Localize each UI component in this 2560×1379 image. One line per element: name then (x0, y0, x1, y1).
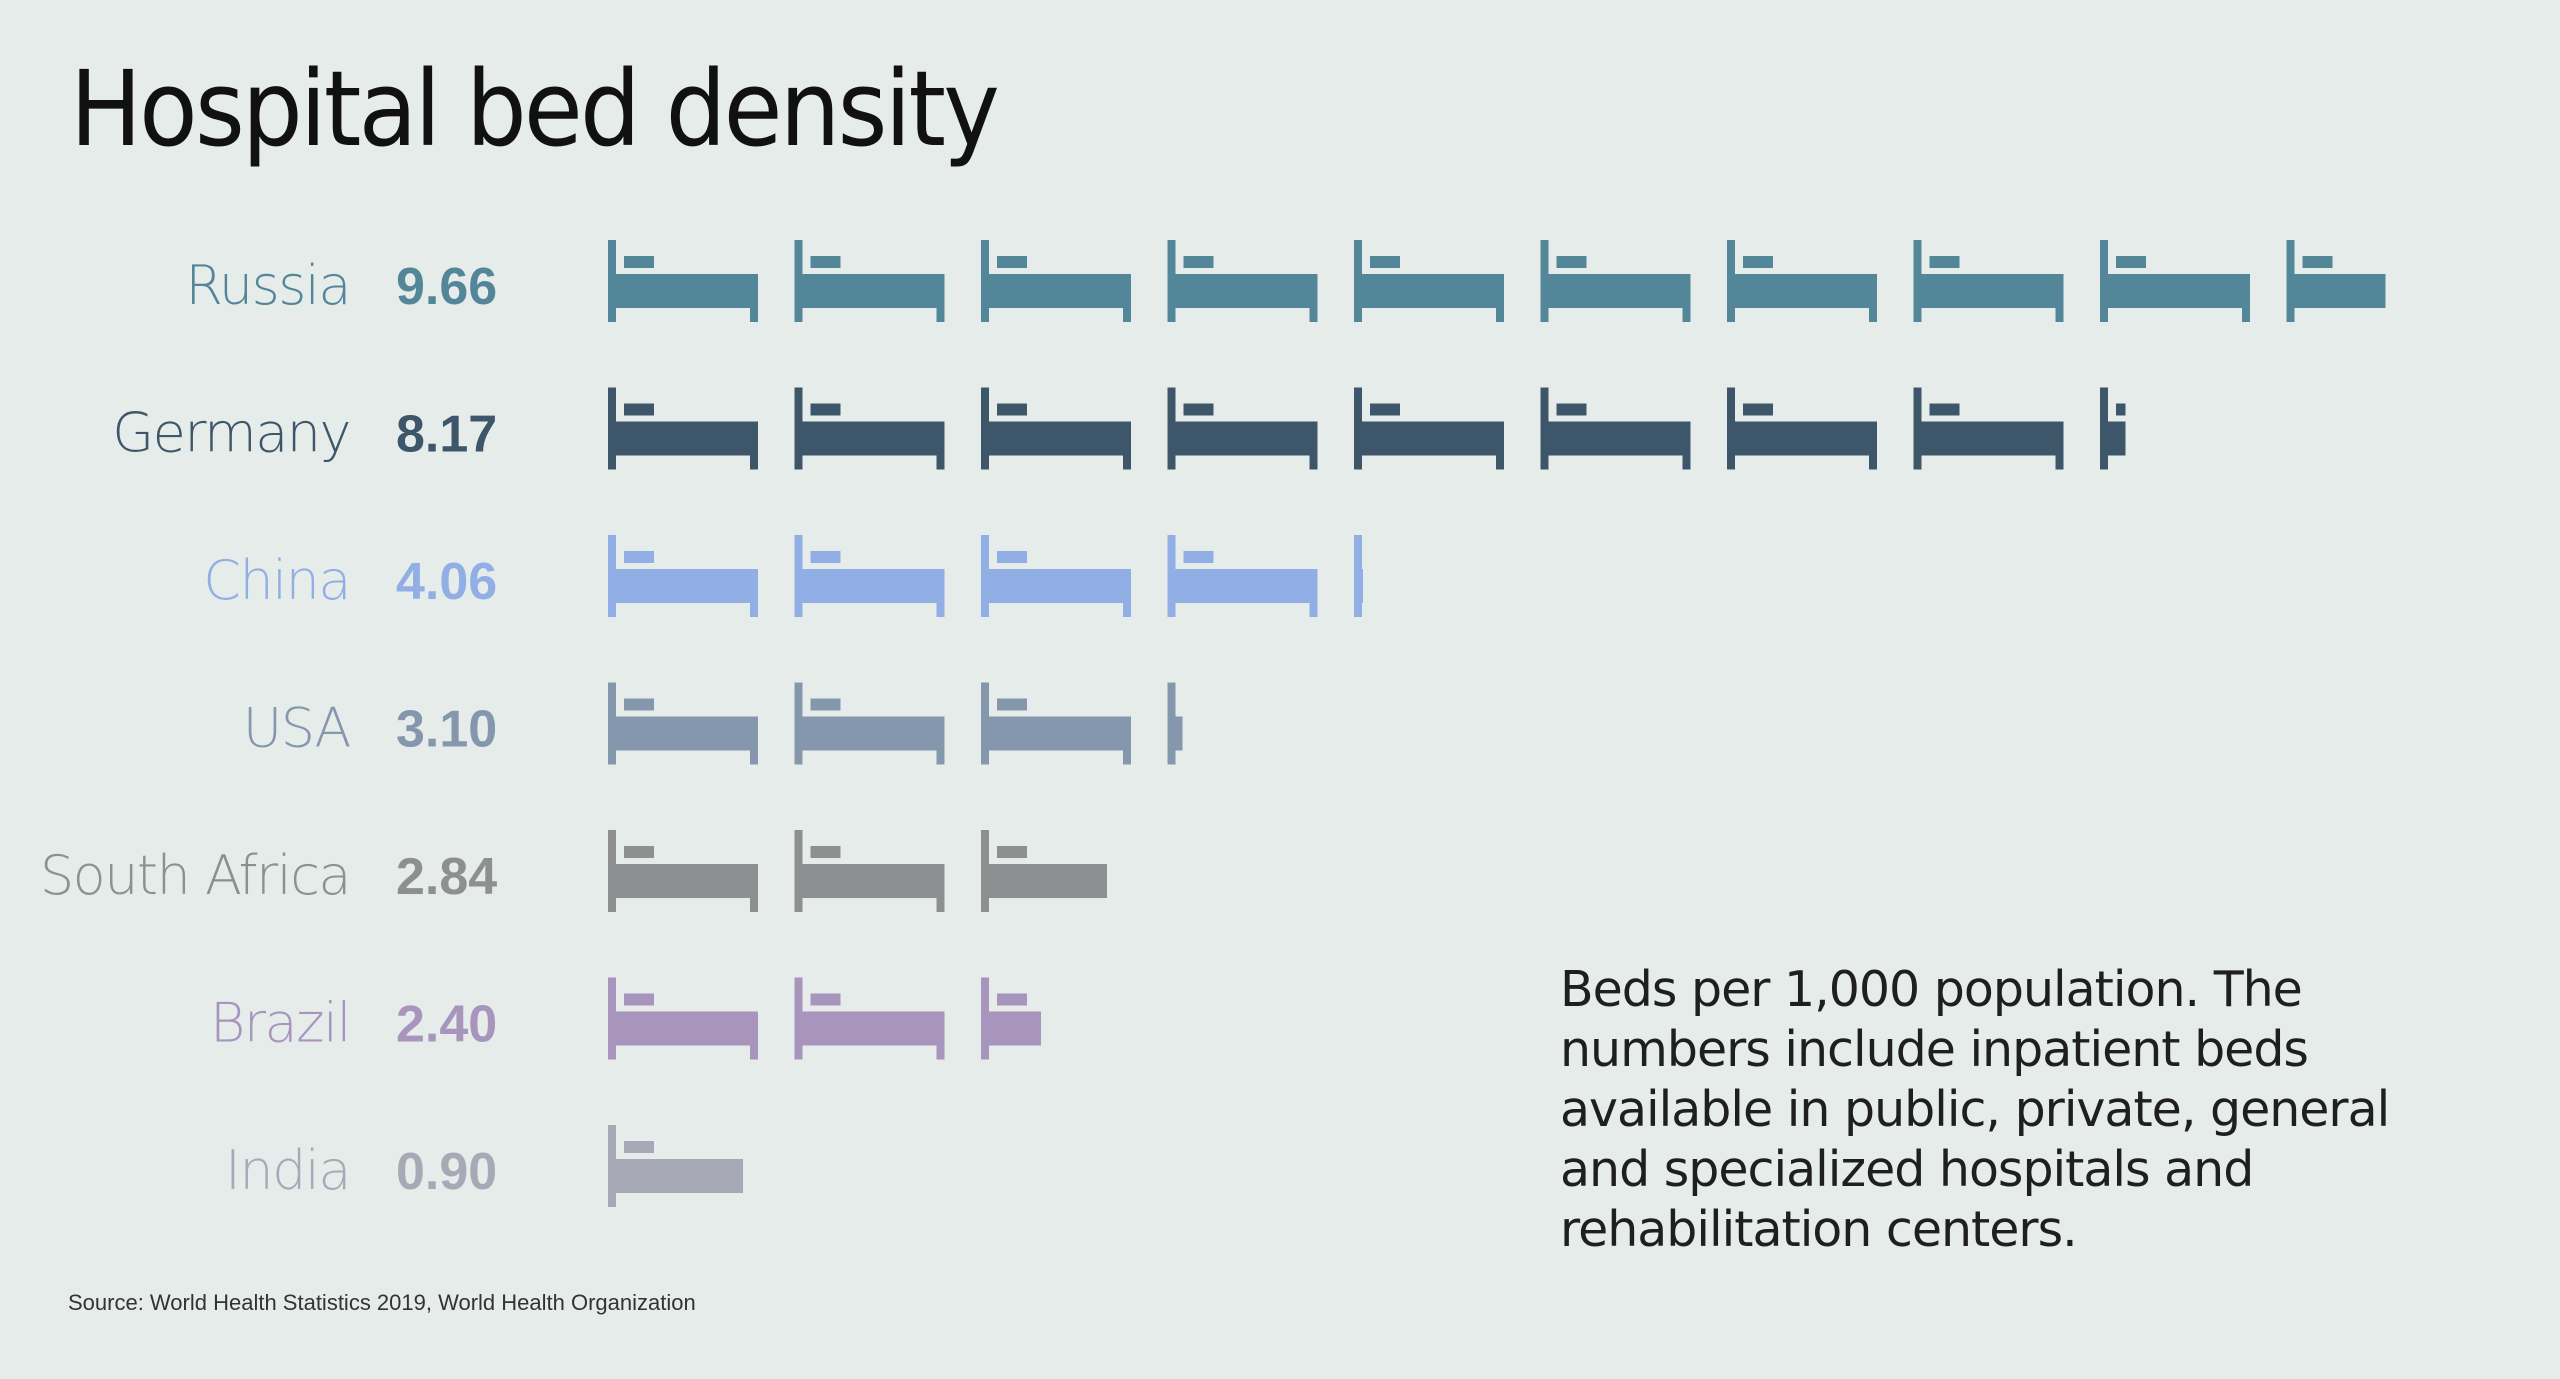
bed-icon (981, 240, 1131, 322)
value-label: 4.06 (396, 553, 497, 611)
value-label: 9.66 (396, 258, 497, 316)
chart-row-south-africa: South Africa 2.84 (40, 830, 1107, 912)
bed-icon (1167, 535, 1318, 617)
category-label: India (225, 1139, 350, 1202)
bed-icon (1913, 240, 2064, 322)
category-label: Brazil (210, 992, 350, 1055)
bed-icon (794, 387, 945, 470)
bed-icon (794, 830, 945, 912)
bed-icon (1354, 387, 1504, 470)
bed-icon-partial (2286, 240, 2386, 322)
bed-icon (794, 977, 945, 1060)
bed-icon (1540, 240, 1691, 322)
source-credit: Source: World Health Statistics 2019, Wo… (68, 1290, 696, 1315)
chart-row-india: India 0.90 (225, 1125, 743, 1207)
bed-icon (1727, 240, 1877, 322)
bed-icon (1540, 387, 1691, 470)
chart-row-usa: USA 3.10 (243, 682, 1183, 765)
bed-icon (981, 682, 1131, 765)
chart-title: Hospital bed density (70, 48, 1000, 170)
value-label: 2.84 (396, 848, 497, 906)
chart-row-china: China 4.06 (203, 535, 1363, 617)
bed-icon (608, 977, 758, 1060)
bed-icon (1727, 387, 1877, 470)
category-label: China (203, 549, 350, 612)
value-label: 8.17 (396, 406, 497, 464)
chart-row-russia: Russia 9.66 (185, 240, 2386, 322)
bed-icon (2100, 240, 2250, 322)
chart-row-germany: Germany 8.17 (112, 387, 2126, 470)
chart-row-brazil: Brazil 2.40 (210, 977, 1041, 1060)
bed-icon (1913, 387, 2064, 470)
category-label: USA (243, 697, 351, 760)
bed-icon (1167, 240, 1318, 322)
category-label: South Africa (40, 844, 350, 907)
bed-icon (608, 830, 758, 912)
value-label: 3.10 (396, 701, 497, 759)
bed-icon (608, 240, 758, 322)
bed-icon-partial (608, 1125, 743, 1207)
chart-note: Beds per 1,000 population. The numbers i… (1560, 961, 2390, 1258)
bed-icon (794, 535, 945, 617)
value-label: 2.40 (396, 996, 497, 1054)
bed-icon-partial (1354, 535, 1363, 617)
bed-icon (1354, 240, 1504, 322)
bed-icon (608, 387, 758, 470)
category-label: Russia (185, 254, 350, 317)
bed-icon-partial (981, 830, 1107, 912)
bed-icon-partial (981, 977, 1041, 1060)
bed-icon (794, 240, 945, 322)
bed-icon (608, 682, 758, 765)
bed-icon (981, 387, 1131, 470)
value-label: 0.90 (396, 1143, 497, 1201)
bed-icon (608, 535, 758, 617)
bed-icon (794, 682, 945, 765)
bed-icon (1167, 387, 1318, 470)
category-label: Germany (112, 402, 350, 465)
bed-icon-partial (1167, 682, 1183, 765)
bed-icon-partial (2100, 387, 2126, 470)
bed-icon (981, 535, 1131, 617)
